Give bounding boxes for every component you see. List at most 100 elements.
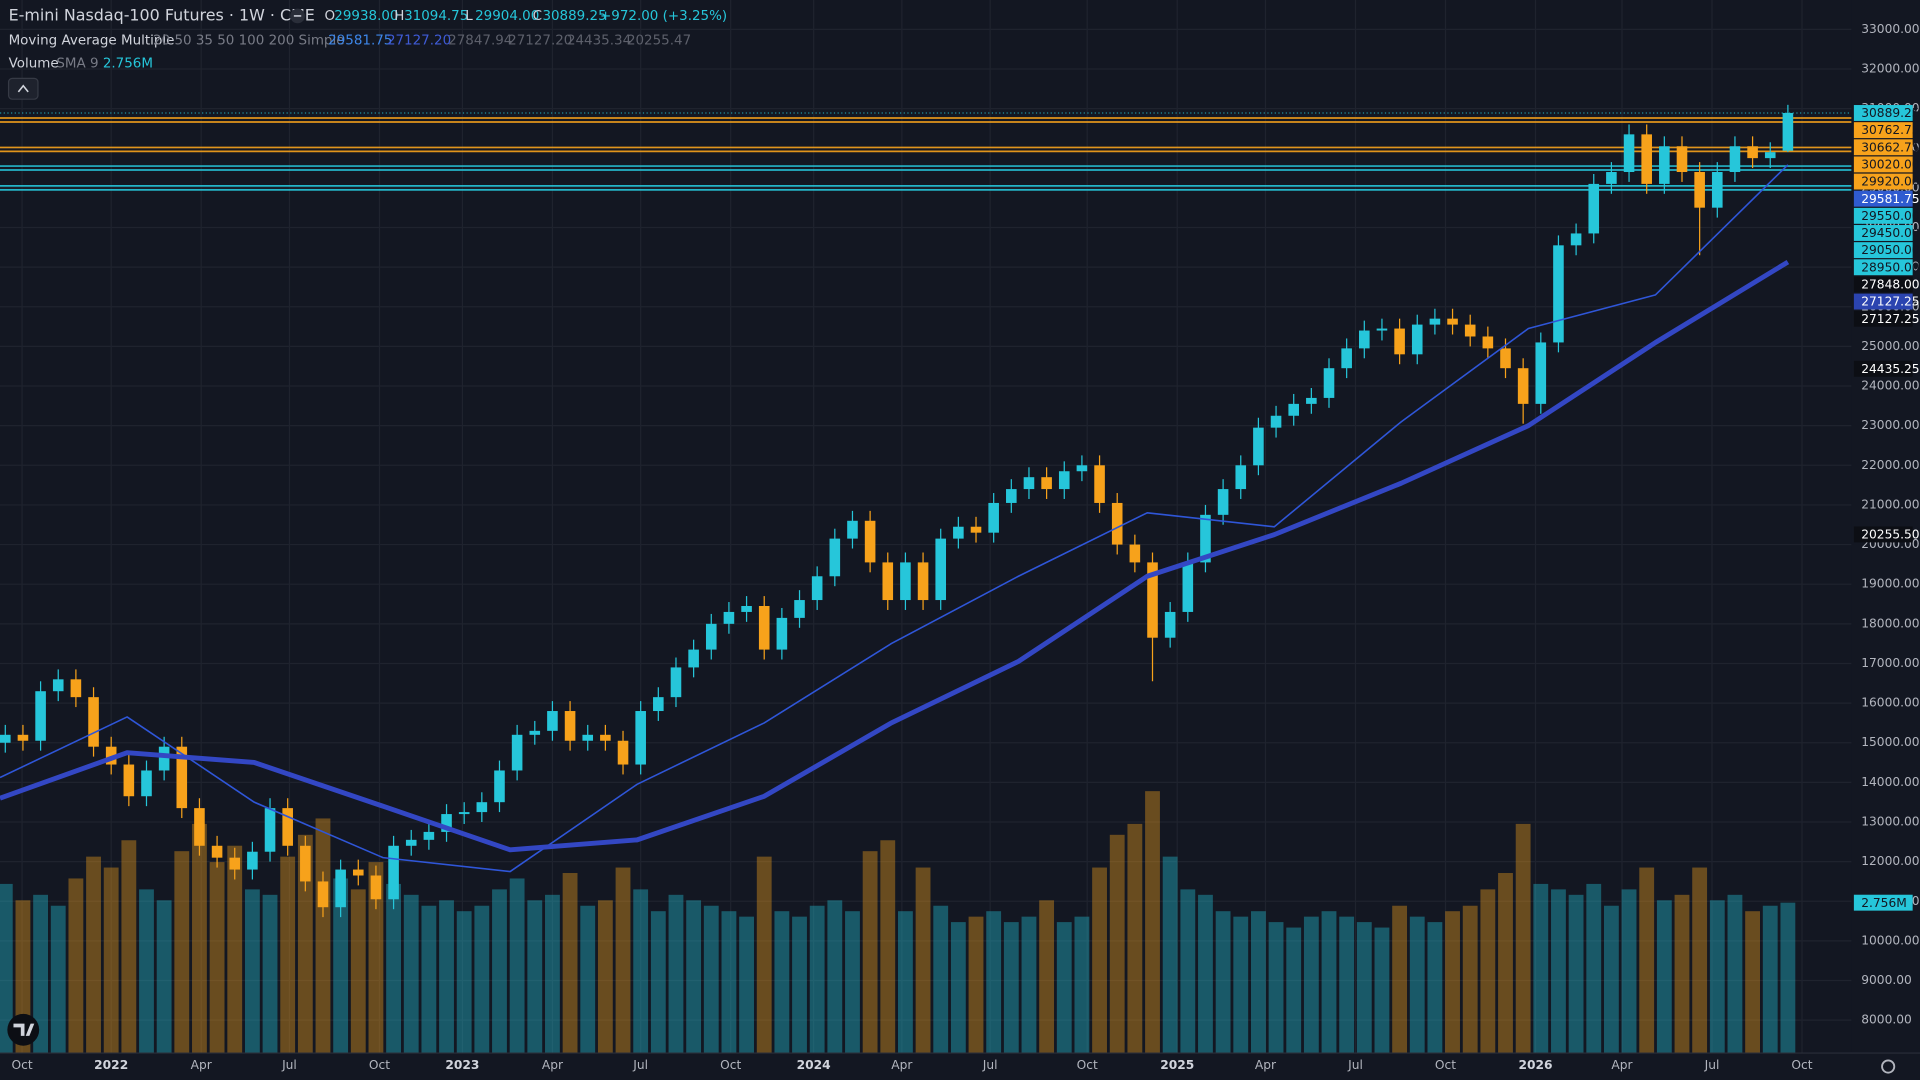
candle-body <box>194 808 205 846</box>
volume-bar <box>898 911 913 1054</box>
price-label-bg <box>1853 105 1913 121</box>
settings[interactable] <box>1881 1059 1896 1074</box>
candle-body <box>988 502 999 533</box>
volume-params: SMA 9 <box>56 57 98 72</box>
price-label-bg <box>1853 225 1913 241</box>
candle-body <box>847 520 858 539</box>
x-tick-label: Apr <box>1611 1058 1633 1072</box>
volume-bar <box>1674 894 1690 1054</box>
volume-bar <box>103 867 119 1054</box>
collapse-button[interactable] <box>7 77 39 100</box>
volume-bar <box>1074 916 1090 1054</box>
ma-value: 27127.20 <box>508 33 572 48</box>
price-label: 29581.75 <box>1861 192 1919 206</box>
volume-bar <box>1639 867 1655 1054</box>
quote-key: O <box>324 9 335 24</box>
volume-bar <box>1409 916 1425 1054</box>
candle-body <box>1182 562 1194 612</box>
candle-body <box>547 711 558 731</box>
price-label: 28950.00 <box>1861 260 1919 274</box>
volume-bar <box>1427 922 1443 1054</box>
ma-value: 29581.75 <box>328 33 392 48</box>
candle-body <box>900 562 911 601</box>
volume-bar <box>1498 873 1513 1054</box>
candle-body <box>264 808 276 852</box>
price-label-bg <box>1853 259 1913 276</box>
x-tick-label: Apr <box>542 1058 564 1072</box>
candle-body <box>1429 318 1441 325</box>
candle-body <box>141 770 152 797</box>
volume-bar <box>227 845 243 1054</box>
candle-body <box>1394 328 1405 355</box>
moving-average <box>0 164 1789 873</box>
price-label-bg <box>1853 139 1913 156</box>
y-tick-label: 17000.00 <box>1861 656 1919 670</box>
candle-body <box>653 697 664 712</box>
x-tick-label: Apr <box>891 1058 913 1072</box>
volume-bar <box>1568 894 1584 1054</box>
volume-bar <box>1533 883 1549 1054</box>
candle-body <box>388 845 399 900</box>
volume-bar <box>1109 834 1125 1054</box>
candle-body <box>441 814 452 832</box>
candle-body <box>335 869 346 908</box>
x-tick-label: Jul <box>982 1058 998 1072</box>
volume-bar <box>315 818 331 1054</box>
candle-body <box>1341 348 1352 369</box>
x-tick-label: Jul <box>281 1058 297 1072</box>
candle-body <box>1129 544 1141 563</box>
candle-body <box>864 520 876 563</box>
price-label-bg <box>1853 207 1913 224</box>
candle-body <box>741 605 752 612</box>
volume-bar <box>968 916 984 1054</box>
volume-bar <box>1515 823 1531 1054</box>
volume-bar <box>986 911 1002 1054</box>
volume-bar <box>545 894 560 1054</box>
candle-body <box>970 526 982 533</box>
candle-body <box>635 711 646 765</box>
candle-body <box>1517 368 1529 404</box>
volume-bar <box>156 900 172 1054</box>
price-label: 29550.00 <box>1861 209 1919 223</box>
volume-bar <box>244 889 260 1054</box>
candle-body <box>1217 489 1229 515</box>
volume-bar <box>1392 905 1408 1054</box>
volume-bar <box>50 905 66 1054</box>
candle-body <box>70 679 82 698</box>
candle-body <box>300 845 311 882</box>
volume-bar <box>862 851 878 1054</box>
candle-body <box>1094 465 1105 503</box>
settings-icon[interactable] <box>1881 1059 1896 1074</box>
price-label: 20255.50 <box>1861 528 1919 542</box>
volume-bar <box>1162 856 1178 1054</box>
volume-bar <box>192 823 207 1054</box>
x-tick-label: 2026 <box>1518 1058 1552 1072</box>
x-tick-label: Jul <box>1704 1058 1720 1072</box>
candle-body <box>88 697 99 747</box>
volume-bar <box>1180 889 1196 1054</box>
volume-bar <box>1127 823 1143 1054</box>
x-tick-label: 2025 <box>1160 1058 1194 1072</box>
price-label: 27848.00 <box>1861 278 1919 292</box>
x-tick-label: Oct <box>1077 1058 1098 1072</box>
price-label-bg <box>1853 276 1913 293</box>
price-label: 30762.75 <box>1861 123 1919 137</box>
price-label-bg <box>1853 173 1913 190</box>
volume-bar <box>1445 911 1460 1054</box>
candle-body <box>564 711 576 741</box>
volume-bar <box>1586 883 1602 1054</box>
volume-bar <box>668 894 684 1054</box>
candle-body <box>1006 489 1017 503</box>
candle-body <box>1764 152 1776 159</box>
volume-bar <box>527 900 543 1054</box>
candle-body <box>1253 427 1264 466</box>
price-label: 29050.00 <box>1861 243 1919 257</box>
price-label-bg <box>1853 190 1913 207</box>
candle-body <box>1570 233 1582 246</box>
volume-bar <box>262 894 278 1054</box>
y-tick-label: 21000.00 <box>1861 497 1919 511</box>
y-tick-label: 22000.00 <box>1861 458 1919 472</box>
candle-body <box>370 875 382 900</box>
volume-bar <box>121 840 137 1054</box>
